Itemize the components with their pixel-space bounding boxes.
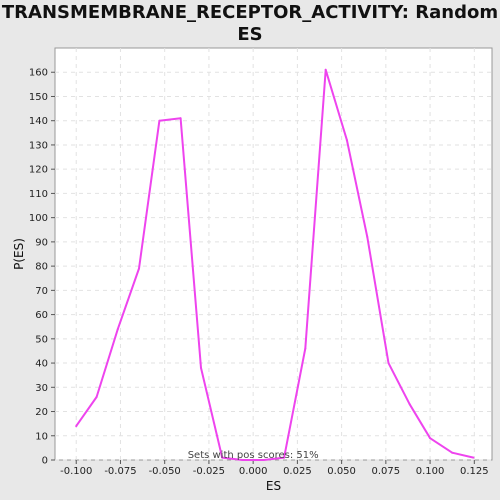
- x-tick-label: 0.125: [460, 466, 489, 477]
- x-tick-label: 0.100: [416, 466, 445, 477]
- data-point: [304, 347, 307, 350]
- x-tick-label: -0.100: [60, 466, 92, 477]
- series-line: [75, 68, 474, 461]
- x-tick-label: -0.050: [149, 466, 181, 477]
- data-point: [221, 456, 224, 459]
- data-point: [283, 456, 286, 459]
- data-point: [345, 139, 348, 142]
- y-tick-label: 70: [35, 286, 48, 297]
- data-point: [262, 459, 265, 461]
- data-point: [451, 451, 454, 454]
- data-point: [116, 328, 119, 331]
- axes: -0.100 -0.075 -0.050 -0.025 0.000 0.025 0.050 0…: [29, 68, 489, 477]
- y-tick-label: 60: [35, 310, 48, 321]
- plot-area: [54, 47, 493, 461]
- y-tick-label: 100: [29, 213, 48, 224]
- y-tick-label: 0: [42, 456, 48, 467]
- y-tick-label: 150: [29, 92, 48, 103]
- y-tick-label: 40: [35, 359, 48, 370]
- x-tick-label: -0.075: [104, 466, 136, 477]
- chart-title-line-1: TRANSMEMBRANE_RECEPTOR_ACTIVITY: Random …: [1, 2, 499, 45]
- data-point: [387, 362, 390, 365]
- x-tick-label: 0.000: [239, 466, 268, 477]
- data-point: [199, 366, 202, 369]
- data-point: [324, 68, 327, 71]
- data-point: [472, 456, 475, 459]
- annotation-label: Sets with pos scores: 51%: [188, 450, 319, 461]
- y-tick-label: 80: [35, 262, 48, 273]
- y-tick-label: 90: [35, 237, 48, 248]
- y-tick-label: 110: [29, 189, 48, 200]
- grid-lines: [55, 48, 492, 461]
- data-point: [408, 403, 411, 406]
- x-tick-label: 0.050: [327, 466, 356, 477]
- x-tick-label: 0.025: [283, 466, 312, 477]
- y-tick-label: 30: [35, 383, 48, 394]
- y-tick-label: 130: [29, 140, 48, 151]
- y-tick-label: 50: [35, 334, 48, 345]
- series-group: [75, 68, 475, 461]
- data-point: [158, 119, 161, 122]
- y-tick-label: 10: [35, 431, 48, 442]
- x-axis-label: ES: [266, 479, 281, 493]
- data-point: [179, 117, 182, 120]
- y-tick-label: 160: [29, 68, 48, 79]
- data-point: [138, 267, 141, 270]
- data-point: [241, 459, 244, 461]
- data-point: [429, 437, 432, 440]
- y-tick-label: 120: [29, 165, 48, 176]
- x-tick-label: -0.025: [193, 466, 225, 477]
- data-point: [366, 236, 369, 239]
- data-point: [95, 395, 98, 398]
- y-axis-label: P(ES): [12, 238, 26, 270]
- y-tick-label: 140: [29, 116, 48, 127]
- y-tick-label: 20: [35, 407, 48, 418]
- x-tick-label: 0.075: [372, 466, 401, 477]
- data-point: [75, 425, 78, 428]
